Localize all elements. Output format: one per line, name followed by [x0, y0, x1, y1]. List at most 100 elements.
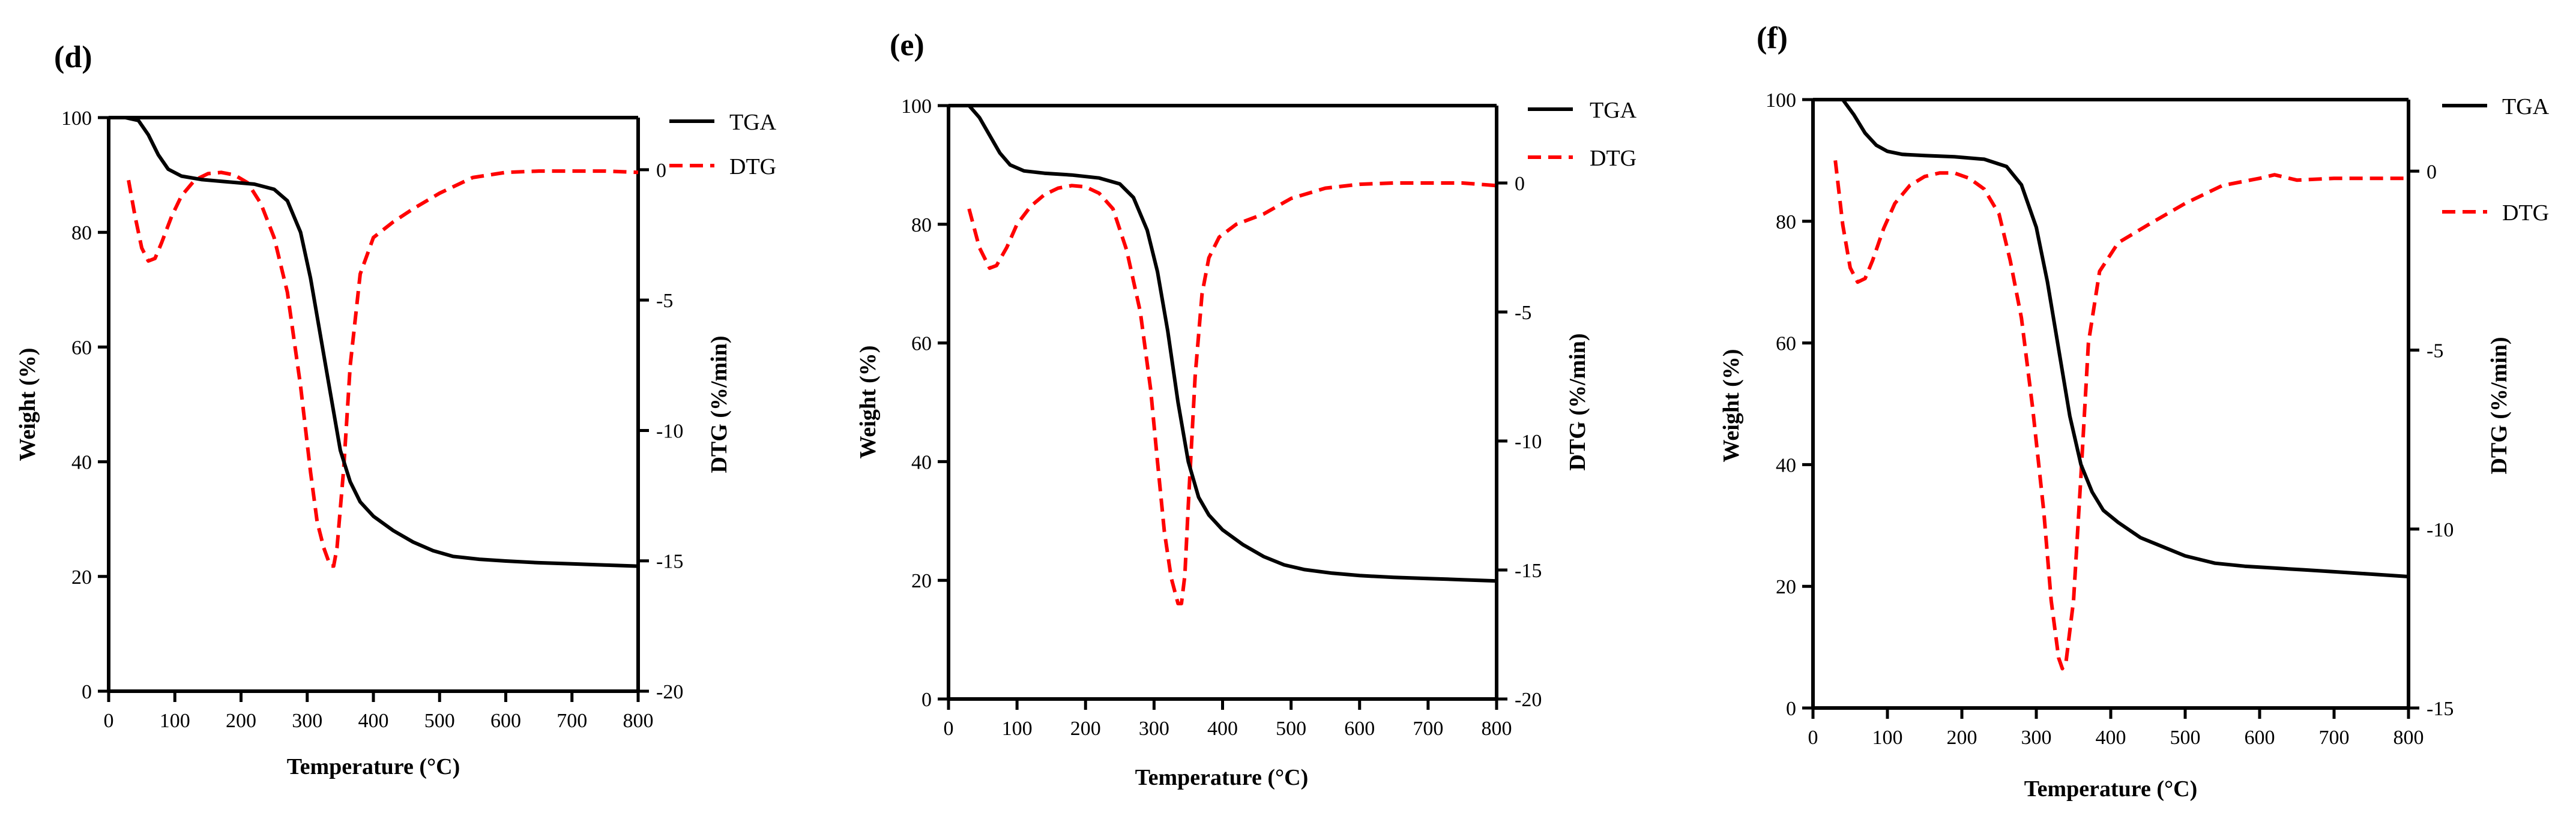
panel-label: (d): [54, 40, 92, 74]
x-tick-label: 400: [2096, 727, 2126, 749]
x-axis-title: Temperature (°C): [1135, 765, 1309, 790]
left-y-tick-label: 80: [71, 222, 92, 244]
legend-tga-label: TGA: [1590, 98, 1637, 123]
x-tick-label: 800: [1482, 718, 1512, 740]
dtg-line: [1833, 160, 2409, 671]
panel-label: (e): [890, 28, 925, 62]
series-group: [967, 104, 1497, 605]
right-y-tick-label: 0: [2427, 161, 2437, 183]
x-tick-label: 200: [226, 710, 256, 732]
panel-f: (f) Temperature (°C) Weight (%) DTG (%/m…: [1719, 21, 2550, 802]
panel-label: (f): [1757, 21, 1788, 55]
x-tick-label: 300: [1139, 718, 1169, 740]
right-y-tick-label: -10: [656, 420, 683, 442]
left-y-tick-label: 40: [911, 451, 932, 473]
left-y-tick-label: 100: [1766, 89, 1796, 112]
x-tick-label: 700: [2319, 727, 2350, 749]
left-y-tick-label: 20: [71, 566, 92, 589]
panel-d: (d) Temperature (°C) Weight (%) DTG (%/m…: [15, 40, 777, 779]
x-tick-label: 100: [1002, 718, 1033, 740]
tga-line: [109, 116, 639, 568]
right-y-ticks: 0 -5 -10 -15 -20: [1497, 173, 1542, 711]
right-y-tick-label: -5: [2427, 340, 2443, 362]
x-tick-label: 800: [2394, 727, 2424, 749]
legend: TGA DTG: [669, 110, 777, 179]
x-tick-label: 400: [358, 710, 389, 732]
left-y-tick-label: 80: [911, 214, 932, 236]
legend: TGA DTG: [1528, 98, 1637, 171]
left-y-tick-label: 20: [911, 570, 932, 592]
left-y-tick-label: 100: [901, 95, 932, 118]
x-tick-label: 700: [1413, 718, 1443, 740]
x-tick-label: 0: [944, 718, 954, 740]
x-ticks: 0 100 200 300 400 500 600 700 800: [1808, 708, 2424, 749]
legend-tga-label: TGA: [2502, 94, 2550, 119]
x-tick-label: 800: [623, 710, 654, 732]
left-y-tick-label: 20: [1776, 576, 1796, 598]
x-tick-label: 300: [2021, 727, 2052, 749]
left-y-axis-title: Weight (%): [855, 346, 881, 459]
right-y-axis-title: DTG (%/min): [1565, 333, 1590, 470]
right-y-tick-label: -5: [656, 290, 673, 312]
series-group: [1813, 98, 2409, 671]
right-y-tick-label: -15: [2427, 698, 2454, 720]
legend-tga-label: TGA: [729, 110, 777, 135]
legend-dtg-label: DTG: [729, 154, 776, 179]
x-axis-title: Temperature (°C): [2024, 776, 2198, 802]
x-ticks: 0 100 200 300 400 500 600 700 800: [944, 699, 1512, 740]
left-y-tick-label: 0: [1786, 698, 1796, 720]
right-y-tick-label: -20: [656, 681, 683, 703]
left-y-tick-label: 60: [71, 337, 92, 359]
right-y-tick-label: 0: [1515, 173, 1525, 195]
right-y-tick-label: -10: [2427, 519, 2454, 541]
right-y-ticks: 0 -5 -10 -15 -20: [638, 160, 683, 703]
x-tick-label: 0: [1808, 727, 1818, 749]
left-y-tick-label: 0: [922, 689, 932, 711]
x-tick-label: 200: [1070, 718, 1101, 740]
left-y-tick-label: 40: [71, 452, 92, 474]
x-tick-label: 700: [557, 710, 587, 732]
tga-line: [967, 104, 1497, 583]
legend-dtg-label: DTG: [2502, 200, 2549, 226]
right-y-axis-title: DTG (%/min): [707, 335, 732, 473]
left-y-ticks: 0 20 40 60 80 100: [61, 107, 109, 703]
left-y-ticks: 0 20 40 60 80 100: [901, 95, 949, 711]
left-y-tick-label: 60: [1776, 333, 1796, 355]
right-y-tick-label: -5: [1515, 302, 1531, 324]
right-y-tick-label: -15: [656, 551, 683, 573]
x-tick-label: 500: [424, 710, 455, 732]
right-y-tick-label: 0: [656, 160, 666, 182]
left-y-tick-label: 60: [911, 333, 932, 355]
right-y-axis-title: DTG (%/min): [2487, 337, 2512, 474]
x-tick-label: 100: [1872, 727, 1903, 749]
left-y-tick-label: 80: [1776, 211, 1796, 233]
x-tick-label: 0: [104, 710, 114, 732]
right-y-tick-label: -10: [1515, 431, 1542, 453]
left-y-ticks: 0 20 40 60 80 100: [1766, 89, 1813, 720]
right-y-ticks: 0 -5 -10 -15: [2409, 161, 2454, 720]
x-axis-title: Temperature (°C): [287, 754, 460, 779]
legend: TGA DTG: [2442, 94, 2550, 226]
x-tick-label: 600: [490, 710, 521, 732]
left-y-tick-label: 100: [61, 107, 92, 130]
x-tick-label: 100: [160, 710, 190, 732]
x-tick-label: 600: [2245, 727, 2275, 749]
dtg-line: [967, 181, 1497, 605]
right-y-tick-label: -15: [1515, 560, 1542, 582]
series-group: [109, 116, 639, 568]
x-tick-label: 300: [292, 710, 322, 732]
left-y-axis-title: Weight (%): [15, 348, 40, 461]
legend-dtg-label: DTG: [1590, 146, 1636, 171]
tga-line: [1813, 98, 2409, 578]
x-tick-label: 400: [1207, 718, 1238, 740]
x-tick-label: 200: [1947, 727, 1977, 749]
x-ticks: 0 100 200 300 400 500 600 700 800: [104, 691, 654, 732]
x-tick-label: 500: [1276, 718, 1306, 740]
x-tick-label: 600: [1344, 718, 1375, 740]
left-y-tick-label: 40: [1776, 454, 1796, 476]
dtg-line: [127, 169, 639, 568]
left-y-axis-title: Weight (%): [1719, 349, 1744, 463]
left-y-tick-label: 0: [82, 681, 92, 703]
x-tick-label: 500: [2170, 727, 2201, 749]
